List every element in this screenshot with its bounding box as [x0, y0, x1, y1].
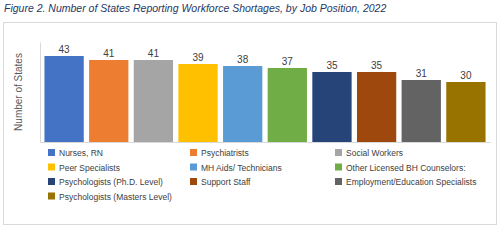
y-axis-line: [40, 43, 41, 143]
bar: [357, 72, 396, 142]
legend: Nurses, RN Psychiatrists Social Workers Pee…: [48, 148, 476, 202]
legend-item: Psychologists (Ph.D. Level): [48, 177, 163, 187]
data-label: 38: [237, 54, 249, 65]
legend-label: Psychologists (Masters Level): [59, 192, 172, 202]
data-label: 30: [460, 70, 472, 81]
legend-swatch: [335, 178, 342, 185]
data-label: 39: [192, 52, 204, 63]
bar: [268, 68, 307, 142]
legend-item: Psychiatrists: [190, 148, 249, 158]
bar: [223, 66, 262, 142]
legend-swatch: [48, 193, 55, 200]
legend-swatch: [190, 164, 197, 171]
bar: [312, 72, 351, 142]
legend-label: Psychologists (Ph.D. Level): [59, 177, 163, 187]
bar: [134, 60, 173, 142]
legend-label: Support Staff: [201, 177, 251, 187]
legend-swatch: [190, 149, 197, 156]
chart: Figure 2. Number of States Reporting Wor…: [0, 0, 500, 228]
data-label: 43: [59, 44, 71, 55]
chart-frame: [4, 23, 497, 225]
legend-item: Employment/Education Specialists: [335, 177, 476, 187]
bars: [44, 56, 485, 142]
x-axis: [41, 142, 491, 143]
bar: [402, 80, 441, 142]
legend-label: MH Aids/ Technicians: [201, 163, 282, 173]
bar: [446, 82, 485, 142]
legend-item: Social Workers: [335, 148, 403, 158]
legend-swatch: [48, 178, 55, 185]
legend-item: MH Aids/ Technicians: [190, 163, 282, 173]
legend-swatch: [335, 164, 342, 171]
data-label: 31: [416, 68, 428, 79]
legend-label: Social Workers: [346, 148, 403, 158]
legend-swatch: [335, 149, 342, 156]
data-label: 35: [371, 60, 383, 71]
y-axis-title: Number of States: [13, 53, 24, 131]
data-label: 41: [103, 48, 115, 59]
legend-label: Peer Specialists: [59, 163, 120, 173]
legend-label: Psychiatrists: [201, 148, 249, 158]
title: Figure 2. Number of States Reporting Wor…: [4, 2, 386, 14]
legend-label: Employment/Education Specialists: [346, 177, 476, 187]
legend-item: Psychologists (Masters Level): [48, 192, 172, 202]
legend-label: Nurses, RN: [59, 148, 103, 158]
legend-label: Other Licensed BH Counselors:: [346, 163, 466, 173]
data-labels: 43 41 41 39 38 37 35 35 31 30: [59, 44, 472, 81]
legend-item: Other Licensed BH Counselors:: [335, 163, 466, 173]
bar: [89, 60, 128, 142]
legend-item: Nurses, RN: [48, 148, 103, 158]
legend-swatch: [48, 164, 55, 171]
legend-item: Peer Specialists: [48, 163, 120, 173]
data-label: 37: [282, 56, 294, 67]
x-axis-line: [41, 142, 491, 143]
y-axis: [40, 43, 41, 143]
bar: [44, 56, 83, 142]
legend-swatch: [190, 178, 197, 185]
bar: [178, 64, 217, 142]
legend-swatch: [48, 149, 55, 156]
legend-item: Support Staff: [190, 177, 251, 187]
data-label: 41: [148, 48, 160, 59]
data-label: 35: [326, 60, 338, 71]
